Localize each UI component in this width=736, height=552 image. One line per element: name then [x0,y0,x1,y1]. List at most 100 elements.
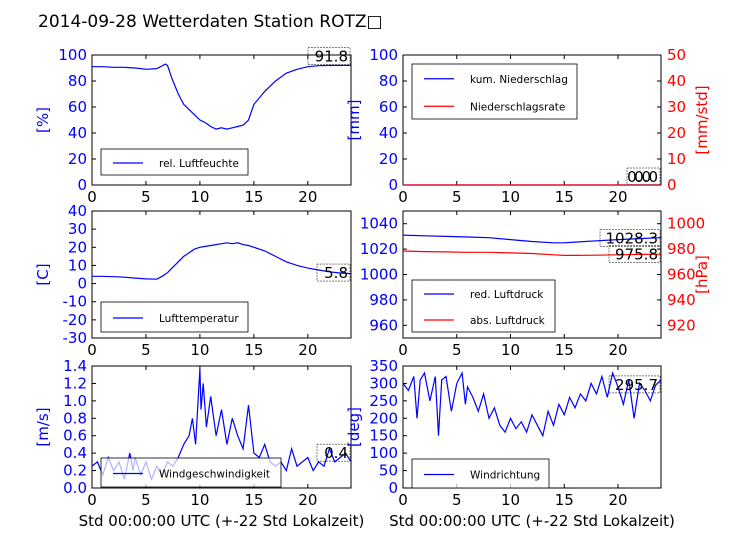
x-tick-label: 0 [398,491,408,509]
x-tick-label: 5 [141,341,151,359]
y-tick-label: 350 [369,357,398,375]
plot-frame [91,210,352,339]
y-tick-label-right: 920 [667,316,696,334]
y-axis-label: [C] [34,263,52,285]
x-tick-label: 10 [190,188,209,206]
y-axis-label: [m/s] [34,407,52,446]
series-line-wind_direction-0 [403,370,661,438]
y-tick-label: 0 [388,479,398,497]
y-tick-label: -30 [63,329,88,347]
y-tick-label: 100 [58,46,87,64]
x-tick-label: 15 [555,341,574,359]
y-tick-label: 1.2 [63,374,87,392]
current-value-box [608,375,661,394]
legend-label: Windrichtung [470,470,540,482]
y-tick-label: 10 [68,256,87,274]
legend-label: rel. Luftfeuchte [159,158,239,170]
legend-box [100,148,249,176]
x-tick-label: 5 [141,188,151,206]
x-tick-label: 15 [244,341,263,359]
y-tick-label: 100 [369,444,398,462]
current-value-2: 0.0 [627,168,651,186]
current-value: 0.4 [324,444,348,462]
chart-humidity: 0 5 10 15 20 0 20 40 60 80 100 [%] rel. Luftfeuchte 9… [34,46,352,206]
y-tick-label: 0.0 [63,479,87,497]
legend-box [100,301,249,333]
y-tick-label: 300 [369,374,398,392]
y-tick-label: 40 [68,202,87,220]
y-tick-label: 50 [379,462,398,480]
legend-label: Niederschlagsrate [470,101,565,113]
x-tick-label: 20 [298,188,317,206]
y-tick-label: 0 [77,275,87,293]
x-tick-label: 0 [87,341,97,359]
y-tick-label: 1000 [360,266,398,284]
x-tick-label: 20 [298,341,317,359]
y-tick-label: 80 [68,72,87,90]
y-tick-label: 40 [379,124,398,142]
y-tick-label: 20 [379,150,398,168]
current-value-box [316,443,351,462]
y-tick-label: 0 [388,176,398,194]
current-value-box [307,47,351,65]
y-tick-label: 1.0 [63,392,87,410]
x-tick-label: 10 [190,341,209,359]
chart-temperature: 0 5 10 15 20-30-20-10010203040[C]Lufttempera… [34,202,352,359]
y-tick-label: 0 [77,176,87,194]
current-value-box [316,263,351,282]
x-tick-label: 0 [398,188,408,206]
y-tick-label: 150 [369,427,398,445]
y-tick-label: 200 [369,409,398,427]
y-tick-label: 100 [369,46,398,64]
current-value: 91.8 [315,48,348,66]
y-tick-label-right: 940 [667,291,696,309]
x-tick-label: 10 [501,188,520,206]
y-tick-label-right: 1000 [667,215,705,233]
y-tick-label-right: 30 [667,98,686,116]
legend-label: Windgeschwindigkeit [159,469,270,481]
chart-wind_speed: 0 5 10 15 200.00.20.40.60.81.01.21.4[m/s]Std… [34,357,364,530]
current-value: 5.8 [324,264,348,282]
current-value-2-box [608,245,661,263]
y-tick-label: 40 [68,124,87,142]
x-tick-label: 20 [608,491,627,509]
x-tick-label: 0 [398,341,408,359]
legend-label: Lufttemperatur [159,313,239,325]
legend-label: kum. Niederschlag [470,74,568,86]
current-value-box [626,167,661,186]
x-tick-label: 15 [244,491,263,509]
y-tick-label: 1020 [360,240,398,258]
x-tick-label: 10 [501,491,520,509]
x-tick-label: 20 [608,341,627,359]
y-tick-label-right: 980 [667,240,696,258]
current-value-box [599,229,661,247]
y-tick-label-right: 50 [667,46,686,64]
y-tick-label: 30 [68,220,87,238]
y-axis-label-right: [hPa] [693,255,711,294]
x-axis-label: Std 00:00:00 UTC (+-22 Std Lokalzeit) [389,512,675,530]
legend-label: red. Luftdruck [470,289,544,301]
y-tick-label: 0.6 [63,427,87,445]
y-tick-label: 60 [68,98,87,116]
y-tick-label: 0.2 [63,462,87,480]
current-value: 0.0 [634,168,658,186]
series-line-pressure-0 [403,234,661,244]
y-tick-label-right: 40 [667,72,686,90]
series-line-pressure-1 [403,250,661,256]
x-tick-label: 0 [87,491,97,509]
x-tick-label: 15 [555,491,574,509]
x-axis-label: Std 00:00:00 UTC (+-22 Std Lokalzeit) [79,512,365,530]
x-tick-label: 10 [190,491,209,509]
y-tick-label: 960 [369,316,398,334]
legend-box [411,458,550,489]
x-tick-label: 15 [555,188,574,206]
x-tick-label: 5 [452,341,462,359]
legend-box [411,63,578,120]
current-value: 295.7 [615,376,658,394]
y-tick-label: 980 [369,291,398,309]
y-axis-label: [%] [34,107,52,133]
y-tick-label: 0.4 [63,444,87,462]
x-tick-label: 15 [244,188,263,206]
plot-frame [91,54,352,186]
